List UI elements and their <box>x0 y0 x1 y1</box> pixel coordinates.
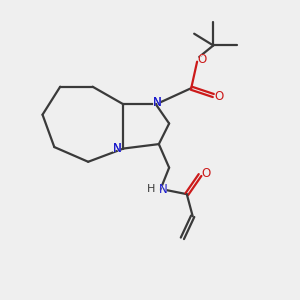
Text: O: O <box>197 53 207 66</box>
Text: N: N <box>112 142 122 155</box>
Text: N: N <box>158 183 168 196</box>
Text: N: N <box>153 96 162 110</box>
Text: N: N <box>152 96 162 110</box>
Text: O: O <box>201 167 211 180</box>
Text: O: O <box>214 90 224 103</box>
Text: H: H <box>147 184 155 194</box>
Text: N: N <box>112 142 122 155</box>
Text: O: O <box>201 167 211 180</box>
Text: N: N <box>153 96 162 110</box>
Text: O: O <box>197 53 207 66</box>
Text: H: H <box>146 184 155 194</box>
Text: O: O <box>214 90 224 103</box>
Text: N: N <box>112 142 122 155</box>
Text: N: N <box>159 183 168 196</box>
